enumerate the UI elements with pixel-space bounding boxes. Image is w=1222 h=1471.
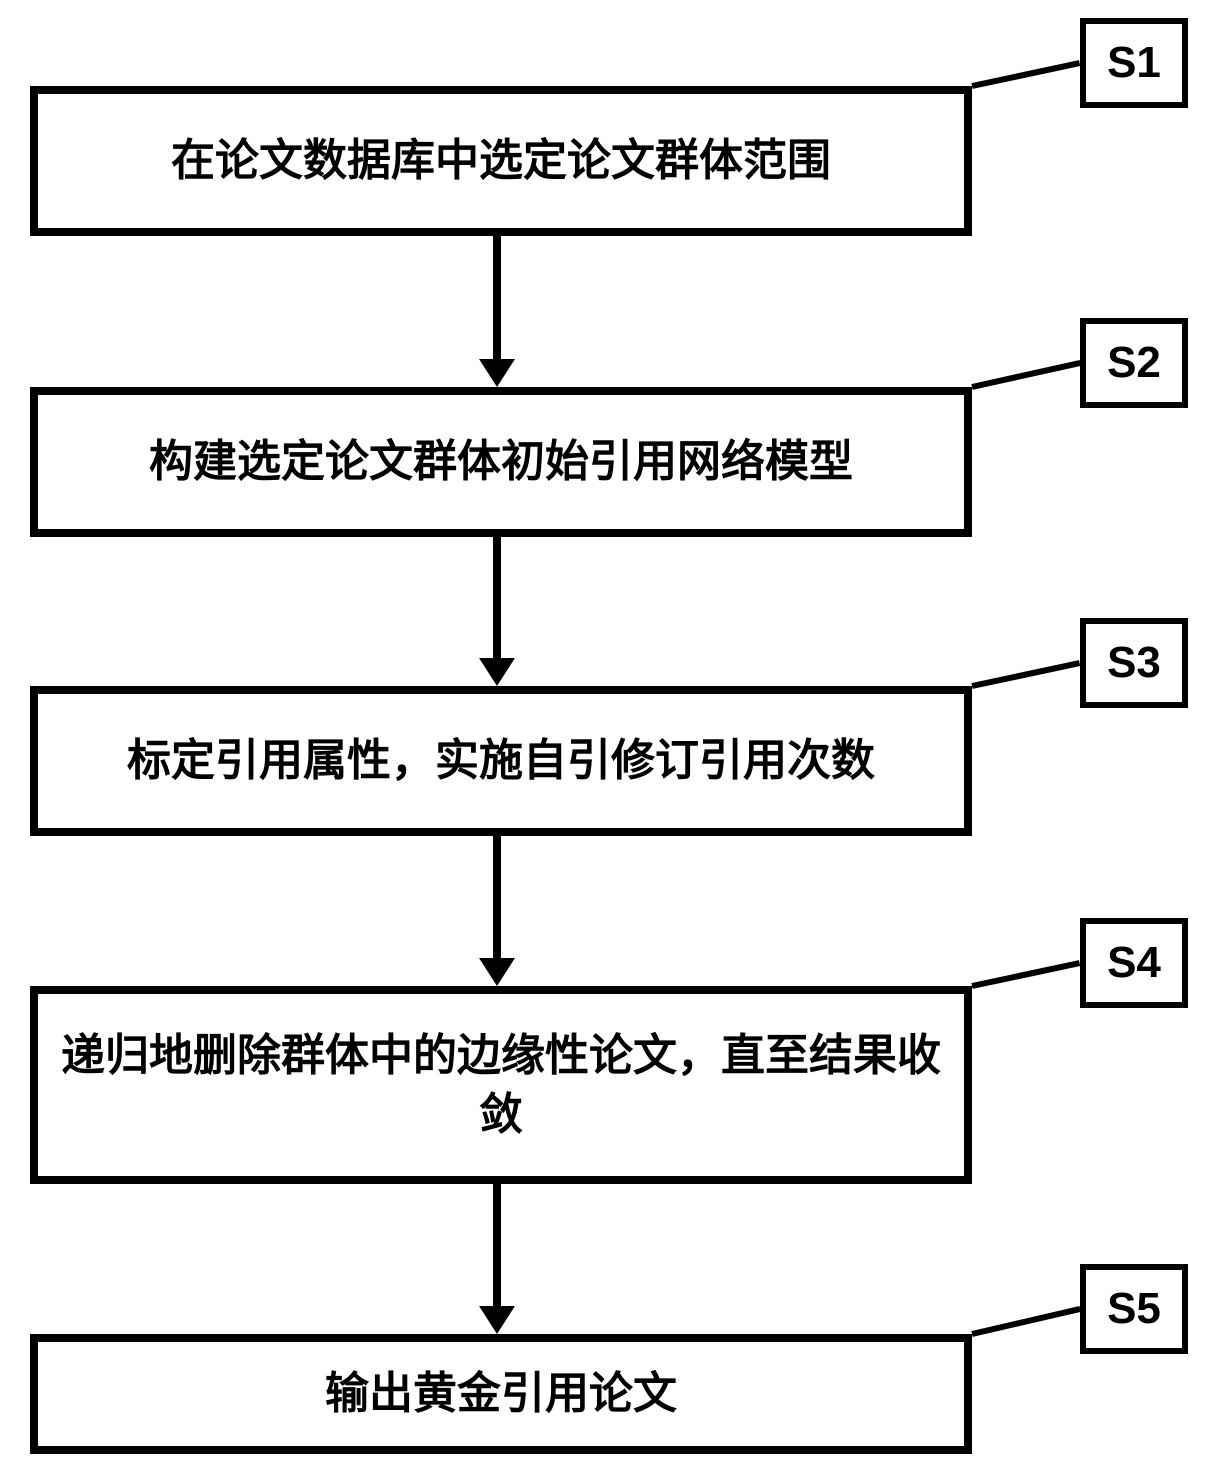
step-label-text: S5 (1107, 1284, 1161, 1334)
step-text: 输出黄金引用论文 (325, 1364, 677, 1423)
flowchart-canvas: 在论文数据库中选定论文群体范围 S1 构建选定论文群体初始引用网络模型 S2 标定引用属… (0, 0, 1222, 1471)
connector-line (971, 960, 1080, 989)
connector-line (971, 360, 1080, 390)
step-label-s3: S3 (1080, 618, 1188, 708)
step-text: 标定引用属性，实施自引修订引用次数 (127, 731, 875, 790)
step-text: 在论文数据库中选定论文群体范围 (171, 131, 831, 190)
step-box-s2: 构建选定论文群体初始引用网络模型 (30, 387, 972, 537)
arrow-line (493, 1184, 501, 1306)
connector-line (971, 60, 1080, 89)
connector-line (971, 1306, 1080, 1337)
arrow-head-icon (479, 658, 515, 686)
step-label-s4: S4 (1080, 918, 1188, 1008)
step-label-text: S1 (1107, 38, 1161, 88)
step-text: 递归地删除群体中的边缘性论文，直至结果收敛 (58, 1026, 944, 1145)
arrow-head-icon (479, 359, 515, 387)
step-text: 构建选定论文群体初始引用网络模型 (149, 432, 853, 491)
arrow-line (493, 537, 501, 658)
step-label-s2: S2 (1080, 318, 1188, 408)
step-label-s1: S1 (1080, 18, 1188, 108)
step-label-text: S2 (1107, 338, 1161, 388)
step-box-s5: 输出黄金引用论文 (30, 1334, 972, 1454)
step-label-s5: S5 (1080, 1264, 1188, 1354)
step-box-s4: 递归地删除群体中的边缘性论文，直至结果收敛 (30, 986, 972, 1184)
connector-line (971, 660, 1080, 689)
arrow-line (493, 236, 501, 359)
arrow-head-icon (479, 1306, 515, 1334)
step-box-s3: 标定引用属性，实施自引修订引用次数 (30, 686, 972, 836)
step-box-s1: 在论文数据库中选定论文群体范围 (30, 86, 972, 236)
step-label-text: S3 (1107, 638, 1161, 688)
step-label-text: S4 (1107, 938, 1161, 988)
arrow-head-icon (479, 958, 515, 986)
arrow-line (493, 836, 501, 958)
